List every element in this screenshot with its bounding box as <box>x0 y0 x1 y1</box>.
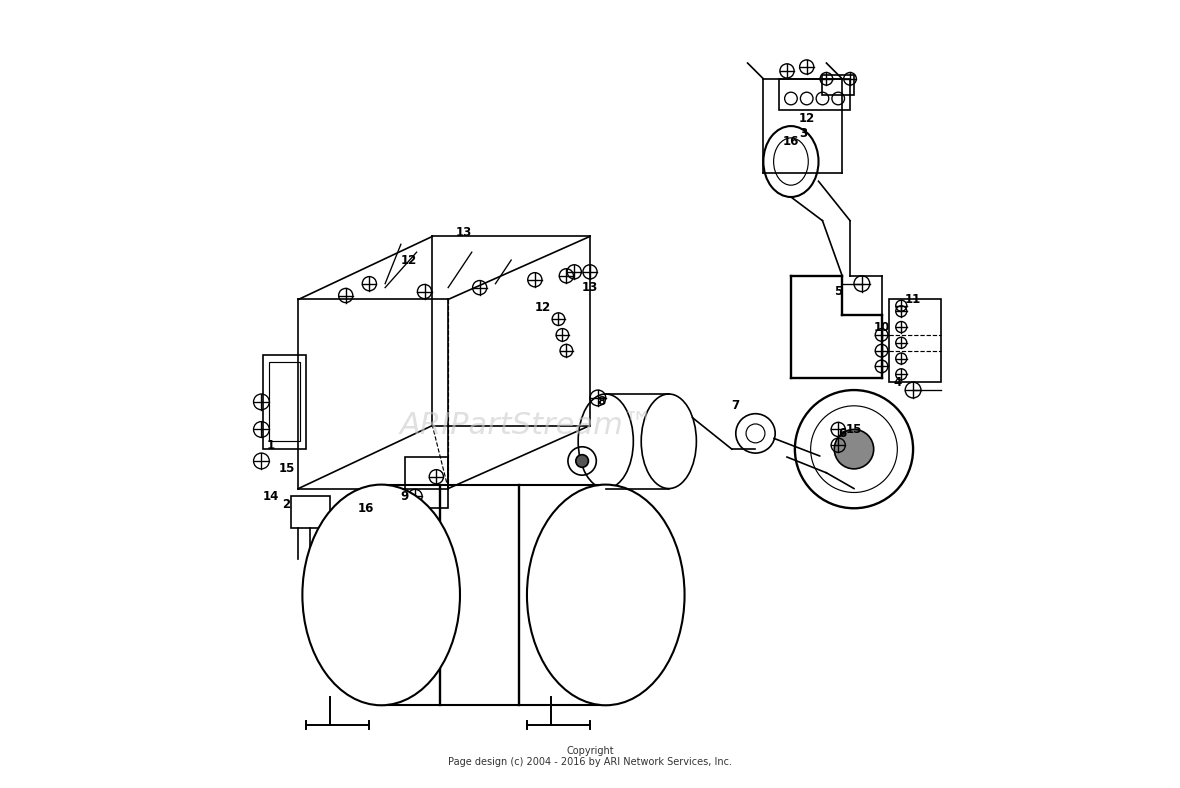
Text: 12: 12 <box>799 112 815 125</box>
Ellipse shape <box>763 126 819 197</box>
Bar <box>890 299 940 382</box>
Text: 15: 15 <box>846 423 863 436</box>
Text: 5: 5 <box>834 285 843 298</box>
Bar <box>822 75 854 95</box>
Bar <box>779 79 850 110</box>
Circle shape <box>834 429 873 469</box>
Circle shape <box>795 390 913 508</box>
Ellipse shape <box>527 485 684 705</box>
Text: 16: 16 <box>782 136 799 148</box>
Text: 9: 9 <box>401 490 409 503</box>
Text: 12: 12 <box>401 254 417 266</box>
Text: ARIPartStream™: ARIPartStream™ <box>400 411 654 440</box>
Text: 12: 12 <box>535 301 551 314</box>
Circle shape <box>576 455 589 467</box>
Text: 15: 15 <box>278 463 295 475</box>
Text: 2: 2 <box>282 498 290 511</box>
Text: 14: 14 <box>263 490 278 503</box>
Text: 3: 3 <box>799 128 807 140</box>
Text: 11: 11 <box>905 293 922 306</box>
Ellipse shape <box>302 485 460 705</box>
Ellipse shape <box>578 394 634 489</box>
Bar <box>290 496 330 528</box>
Bar <box>405 457 448 508</box>
Text: Copyright
Page design (c) 2004 - 2016 by ARI Network Services, Inc.: Copyright Page design (c) 2004 - 2016 by… <box>448 745 732 768</box>
Bar <box>269 362 300 441</box>
Text: 13: 13 <box>455 226 472 239</box>
Bar <box>263 355 307 449</box>
Text: 13: 13 <box>582 281 598 294</box>
Ellipse shape <box>641 394 696 489</box>
Text: 7: 7 <box>732 400 740 412</box>
Text: 8: 8 <box>598 396 607 408</box>
Text: 6: 6 <box>838 427 846 440</box>
Text: 10: 10 <box>873 321 890 333</box>
Text: 16: 16 <box>358 502 374 515</box>
Text: 1: 1 <box>267 439 275 452</box>
Text: 4: 4 <box>893 376 902 388</box>
Circle shape <box>736 414 775 453</box>
